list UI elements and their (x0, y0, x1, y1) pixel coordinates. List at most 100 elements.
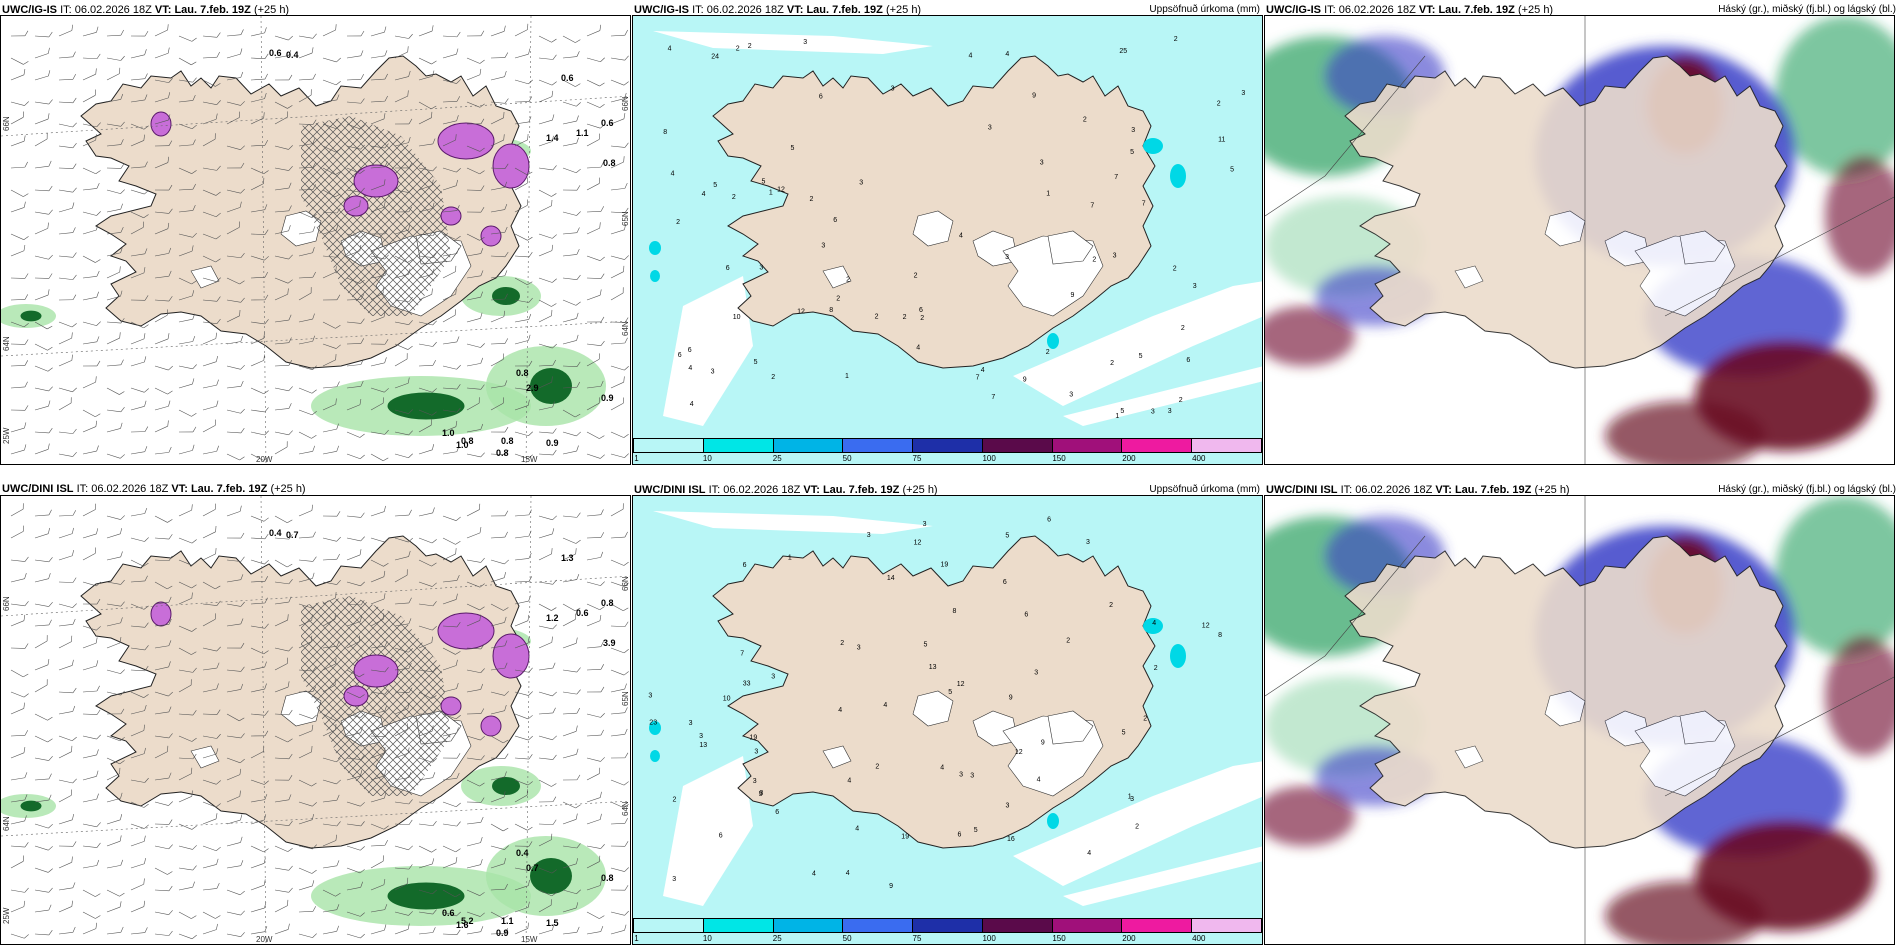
wind-barb (442, 446, 460, 455)
wind-barb (442, 205, 460, 213)
wind-barb (466, 557, 485, 563)
wind-barb (82, 822, 101, 828)
wind-barb (34, 573, 51, 583)
precip-value-label: 12 (797, 309, 805, 316)
wind-barb (226, 201, 242, 213)
wind-barb (130, 189, 149, 195)
wind-barb (130, 387, 149, 393)
wind-barb (178, 245, 194, 257)
longitude-lines (260, 16, 532, 464)
precip-value-label: 3 (1241, 90, 1245, 97)
wind-barb (562, 312, 579, 323)
wind-barb (82, 376, 97, 389)
precip-value-label: 25 (1119, 48, 1127, 55)
colorbar-cell (1052, 439, 1123, 452)
wind-barb (250, 140, 268, 147)
wind-barb (562, 748, 579, 759)
wind-barb (322, 224, 339, 235)
wind-value-label: 0.8 (516, 368, 529, 378)
wind-barb (562, 573, 580, 583)
wind-barb (82, 911, 101, 919)
cloud-map (1265, 16, 1894, 464)
wind-barb (274, 794, 292, 803)
wind-barb (538, 449, 557, 456)
wind-barb (322, 24, 337, 37)
wind-barb (514, 553, 532, 561)
wind-barb (58, 814, 74, 825)
dry-area (1013, 761, 1262, 886)
wind-barb (298, 47, 314, 59)
wind-barb (130, 446, 148, 455)
precip-value-label: 5 (1005, 532, 1009, 539)
wind-barb (34, 47, 50, 59)
colorbar-ticks: 1 10 25 50 75 100 150 200 400 (633, 454, 1262, 464)
wind-barb (562, 926, 580, 935)
wind-barb (154, 78, 173, 83)
wind-barb (586, 713, 605, 718)
wind-value-label: 0.8 (496, 448, 509, 458)
wind-barb (346, 30, 365, 37)
wind-barb (394, 90, 409, 103)
wind-barb (298, 713, 317, 719)
wind-barb (586, 79, 605, 87)
wind-barb (34, 773, 52, 781)
colorbar-tick-label: 10 (702, 454, 712, 463)
wind-barb (130, 49, 147, 59)
wind-barb (202, 683, 219, 693)
wind-barb (394, 877, 409, 891)
wind-barb (394, 911, 413, 916)
wind-barb (322, 354, 337, 367)
wind-barb (274, 614, 289, 627)
wind-barb (370, 505, 386, 517)
precip-value-label: 2 (1109, 602, 1113, 609)
wind-barb (442, 929, 461, 935)
wind-barb (538, 899, 552, 913)
wind-barb (274, 709, 293, 716)
wind-barb (250, 730, 269, 737)
wind-barb (466, 270, 484, 279)
wind-barb (106, 422, 123, 433)
wind-barb (202, 100, 221, 106)
wind-barb (562, 115, 579, 125)
wind-barb (130, 900, 146, 913)
glacier-outline (1544, 690, 1586, 727)
wind-barb (298, 138, 316, 147)
wind-barb (442, 364, 461, 370)
precip-value-label: 4 (702, 191, 706, 198)
latitude-label-right: 65N (621, 691, 630, 706)
wind-barb (322, 794, 340, 803)
dry-area (663, 756, 753, 906)
wind-barb (154, 801, 173, 806)
wind-barb (10, 57, 29, 65)
wind-barb (538, 343, 557, 349)
wind-barb (226, 297, 245, 303)
wind-value-label: 0.6 (601, 118, 614, 128)
wind-barb (562, 274, 581, 280)
wind-barb (178, 823, 197, 830)
wind-barb (154, 819, 173, 825)
wind-barb (34, 509, 52, 517)
wind-barb (226, 860, 244, 869)
wind-barb (490, 823, 509, 832)
wind-barb (106, 266, 121, 279)
precip-value-label: 3 (1193, 283, 1197, 290)
wind-barb (154, 333, 170, 345)
wind-barb (82, 270, 100, 279)
wind-barb (298, 313, 315, 323)
colorbar-cells (633, 918, 1262, 933)
wind-barb (466, 145, 485, 152)
wind-barb (82, 26, 99, 37)
wind-barb (610, 337, 628, 345)
wind-barb (514, 23, 529, 37)
wind-barb (538, 924, 555, 935)
longitude-label: 20W (256, 455, 273, 464)
wind-barb (466, 312, 483, 323)
precip-value-label: 4 (1037, 777, 1041, 784)
wind-barb (322, 189, 341, 198)
wind-barb (226, 408, 245, 414)
wind-barb (370, 179, 386, 191)
wind-barb (130, 94, 148, 103)
wind-barb (106, 226, 124, 235)
wind-barb (610, 669, 629, 676)
wind-barb (202, 189, 221, 196)
